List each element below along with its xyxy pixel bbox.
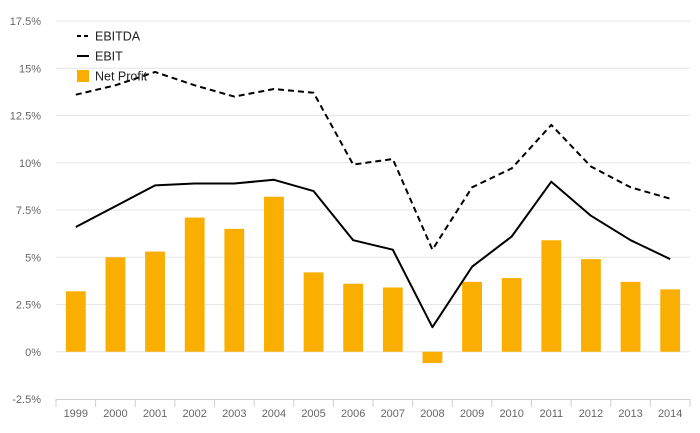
net-profit-bar [620,281,641,352]
net-profit-bars [65,196,681,364]
y-tick-label: 2.5% [16,300,41,312]
net-profit-bar [660,289,681,352]
x-tick-label: 2001 [143,408,167,420]
legend-label-ebit: EBIT [95,50,123,64]
net-profit-bar [462,281,482,352]
x-tick-label: 2006 [341,408,365,420]
net-profit-bar [501,278,522,352]
x-tick-label: 2007 [381,408,405,420]
legend-label-net-profit: Net Profit [95,70,148,84]
y-tick-label: 10% [19,158,41,170]
net-profit-bar [184,217,205,352]
x-tick-label: 2004 [262,408,286,420]
net-profit-bar [303,272,324,352]
y-tick-label: 15% [19,63,41,75]
x-tick-label: 2003 [222,408,246,420]
y-tick-label: 5% [25,252,41,264]
x-tick-label: 2002 [182,408,206,420]
net-profit-bar [581,259,601,352]
net-profit-bar [422,351,443,364]
y-tick-label: 0% [25,347,41,359]
net-profit-bar [224,228,245,352]
legend: EBITDA EBIT Net Profit [77,30,148,84]
x-tick-label: 2013 [618,408,642,420]
x-tick-label: 2010 [499,408,523,420]
x-tick-label: 2005 [301,408,325,420]
y-tick-label: 12.5% [10,111,41,123]
y-tick-label: -2.5% [12,394,41,406]
net-profit-bar [541,240,562,352]
y-tick-label: 7.5% [16,205,41,217]
legend-label-ebitda: EBITDA [95,30,141,44]
x-tick-label: 2008 [420,408,444,420]
ebit-line [75,178,671,329]
ebitda-line [75,71,671,251]
net-profit-bar [382,287,403,352]
net-profit-bar [105,257,126,352]
x-tick-label: 2014 [658,408,682,420]
x-axis: 1999 2000 2001 2002 2003 2004 2005 2006 2007 2008… [55,399,691,420]
y-tick-label: 17.5% [10,16,41,28]
x-tick-label: 2009 [460,408,484,420]
y-axis: -2.5% 0% 2.5% 5% 7.5% 10% 12.5% 15% 17.5% [10,16,41,406]
net-profit-bar [145,251,165,352]
legend-swatch-net-profit [77,70,89,82]
x-tick-label: 2011 [539,408,563,420]
line-series [75,71,671,329]
x-tick-label: 2012 [579,408,603,420]
net-profit-bar [264,196,284,352]
net-profit-bar [65,291,86,352]
x-tick-label: 2000 [103,408,127,420]
x-tick-label: 1999 [64,408,88,420]
net-profit-bar [343,283,364,352]
